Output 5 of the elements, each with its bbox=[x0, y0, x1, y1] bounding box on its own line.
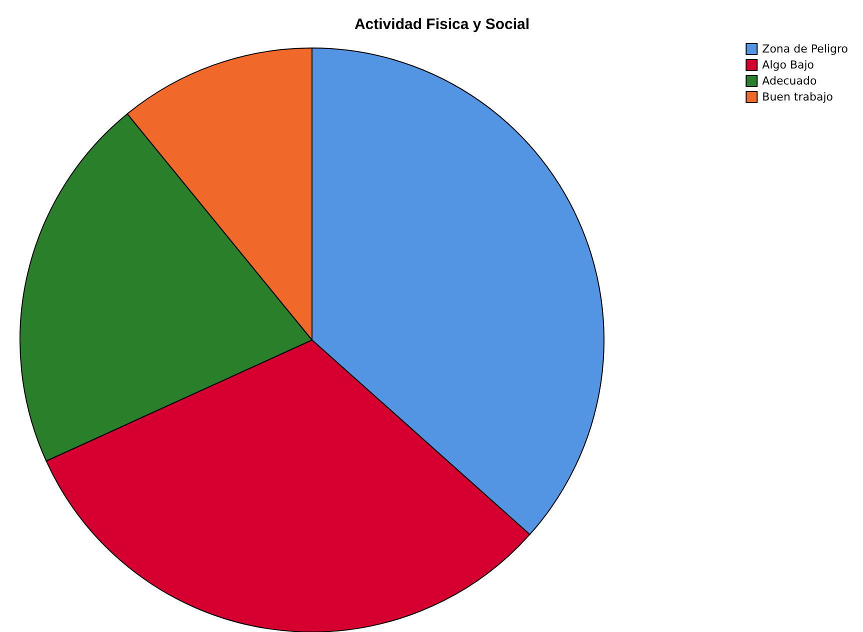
legend-label: Buen trabajo bbox=[762, 90, 834, 104]
chart-title: Actividad Fisica y Social bbox=[354, 16, 530, 33]
legend-label: Adecuado bbox=[762, 74, 817, 88]
legend-label: Zona de Peligro bbox=[762, 42, 848, 56]
legend-label: Algo Bajo bbox=[762, 58, 814, 72]
